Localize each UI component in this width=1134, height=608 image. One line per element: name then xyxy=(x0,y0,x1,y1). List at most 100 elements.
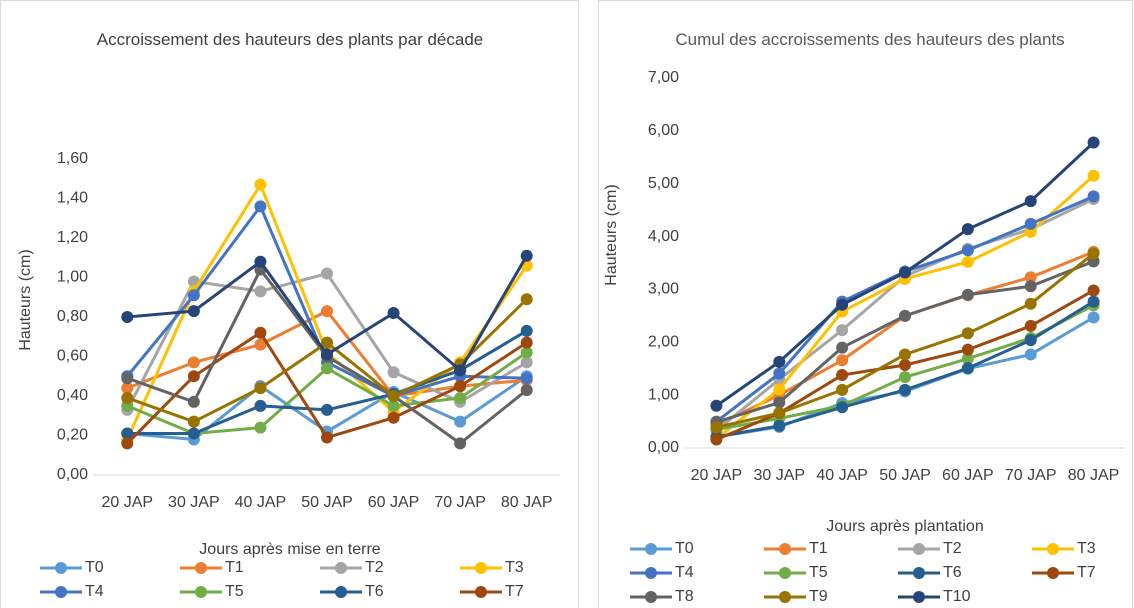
data-point xyxy=(187,289,200,302)
legend-marker xyxy=(779,567,791,579)
data-point xyxy=(836,369,849,382)
x-tick-label: 30 JAP xyxy=(168,494,220,511)
data-point xyxy=(254,382,267,395)
data-point xyxy=(520,372,533,385)
y-tick-label: 0,00 xyxy=(57,466,88,483)
data-point xyxy=(1087,169,1100,182)
y-tick-label: 1,00 xyxy=(57,269,88,286)
y-tick-label: 0,60 xyxy=(57,348,88,365)
data-point xyxy=(961,343,974,356)
x-tick-label: 20 JAP xyxy=(691,467,743,484)
legend-marker xyxy=(55,562,67,574)
data-point xyxy=(321,305,333,318)
x-axis-label: Jours après mise en terre xyxy=(199,541,381,558)
data-point xyxy=(1087,295,1100,308)
legend-marker xyxy=(913,543,925,555)
y-tick-label: 1,20 xyxy=(57,229,88,246)
y-tick-label: 4,00 xyxy=(648,228,679,245)
y-axis-label: Hauteurs (cm) xyxy=(17,249,34,350)
legend-marker xyxy=(475,562,487,574)
legend-marker xyxy=(779,543,791,555)
data-point xyxy=(321,431,333,444)
y-tick-label: 2,00 xyxy=(648,334,679,351)
legend-label: T0 xyxy=(675,540,694,557)
legend-label: T2 xyxy=(943,540,962,557)
data-point xyxy=(520,249,533,262)
data-point xyxy=(520,356,533,369)
data-point xyxy=(961,255,974,268)
data-point xyxy=(121,382,134,395)
y-tick-label: 1,60 xyxy=(57,150,88,167)
legend-label: T7 xyxy=(505,583,524,600)
legend-label: T0 xyxy=(85,559,104,576)
legend-marker xyxy=(779,591,791,603)
data-point xyxy=(254,255,267,268)
legend-label: T1 xyxy=(809,540,828,557)
x-tick-label: 50 JAP xyxy=(301,494,353,511)
legend-marker xyxy=(645,591,657,603)
data-point xyxy=(1024,334,1037,347)
data-point xyxy=(254,285,267,298)
data-point xyxy=(387,390,400,402)
legend-marker xyxy=(645,567,657,579)
data-point xyxy=(454,380,467,393)
data-point xyxy=(187,427,200,440)
legend-label: T3 xyxy=(505,559,524,576)
legend-marker xyxy=(55,586,67,598)
legend-label: T10 xyxy=(943,588,971,605)
data-point xyxy=(1024,217,1037,230)
legend-marker xyxy=(195,562,207,574)
data-point xyxy=(710,433,723,446)
x-tick-label: 50 JAP xyxy=(879,467,931,484)
legend-label: T8 xyxy=(675,588,694,605)
data-point xyxy=(454,391,467,404)
data-point xyxy=(961,223,974,236)
legend-marker xyxy=(913,591,925,603)
data-point xyxy=(836,401,849,414)
data-point xyxy=(454,364,467,377)
data-point xyxy=(254,200,267,213)
legend-label: T5 xyxy=(225,583,244,600)
data-point xyxy=(1024,271,1037,284)
data-point xyxy=(836,324,849,337)
x-tick-label: 40 JAP xyxy=(816,467,868,484)
chart-title: Accroissement des hauteurs des plants pa… xyxy=(96,30,484,49)
x-tick-label: 80 JAP xyxy=(1068,467,1120,484)
legend-label: T1 xyxy=(225,559,244,576)
legend-label: T7 xyxy=(1077,564,1096,581)
x-tick-label: 60 JAP xyxy=(368,494,420,511)
data-point xyxy=(710,421,723,434)
data-point xyxy=(1087,136,1100,149)
x-tick-label: 70 JAP xyxy=(434,494,486,511)
legend-marker xyxy=(335,586,347,598)
data-point xyxy=(836,298,849,311)
data-point xyxy=(773,355,786,368)
data-point xyxy=(121,437,134,450)
data-point xyxy=(773,396,786,409)
data-point xyxy=(1024,348,1037,361)
data-point xyxy=(961,352,974,365)
y-tick-label: 3,00 xyxy=(648,281,679,298)
legend-label: T4 xyxy=(85,583,104,600)
data-point xyxy=(321,267,333,280)
legend-marker xyxy=(475,586,487,598)
panel xyxy=(598,0,1133,608)
legend-label: T4 xyxy=(675,564,694,581)
x-tick-label: 80 JAP xyxy=(501,494,553,511)
panel xyxy=(0,0,579,608)
data-point xyxy=(961,244,974,257)
data-point xyxy=(773,407,786,420)
data-point xyxy=(254,399,267,412)
data-point xyxy=(254,326,267,339)
x-tick-label: 40 JAP xyxy=(235,494,287,511)
data-point xyxy=(773,383,786,396)
data-point xyxy=(836,341,849,354)
legend-label: T3 xyxy=(1077,540,1096,557)
data-point xyxy=(321,336,333,349)
data-point xyxy=(1024,195,1037,208)
data-point xyxy=(121,372,134,385)
data-point xyxy=(836,354,849,367)
data-point xyxy=(1024,280,1037,293)
y-tick-label: 0,00 xyxy=(648,439,679,456)
